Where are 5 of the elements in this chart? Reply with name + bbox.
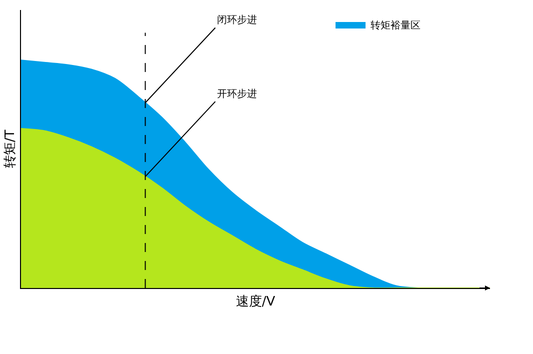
legend-label: 转矩裕量区 — [370, 19, 421, 32]
text: 闭环步进 — [217, 14, 257, 26]
y-axis-title: 转矩/T — [2, 130, 18, 168]
annotation: 开环步进 — [217, 88, 257, 100]
x-axis-title: 速度/V — [236, 294, 276, 310]
